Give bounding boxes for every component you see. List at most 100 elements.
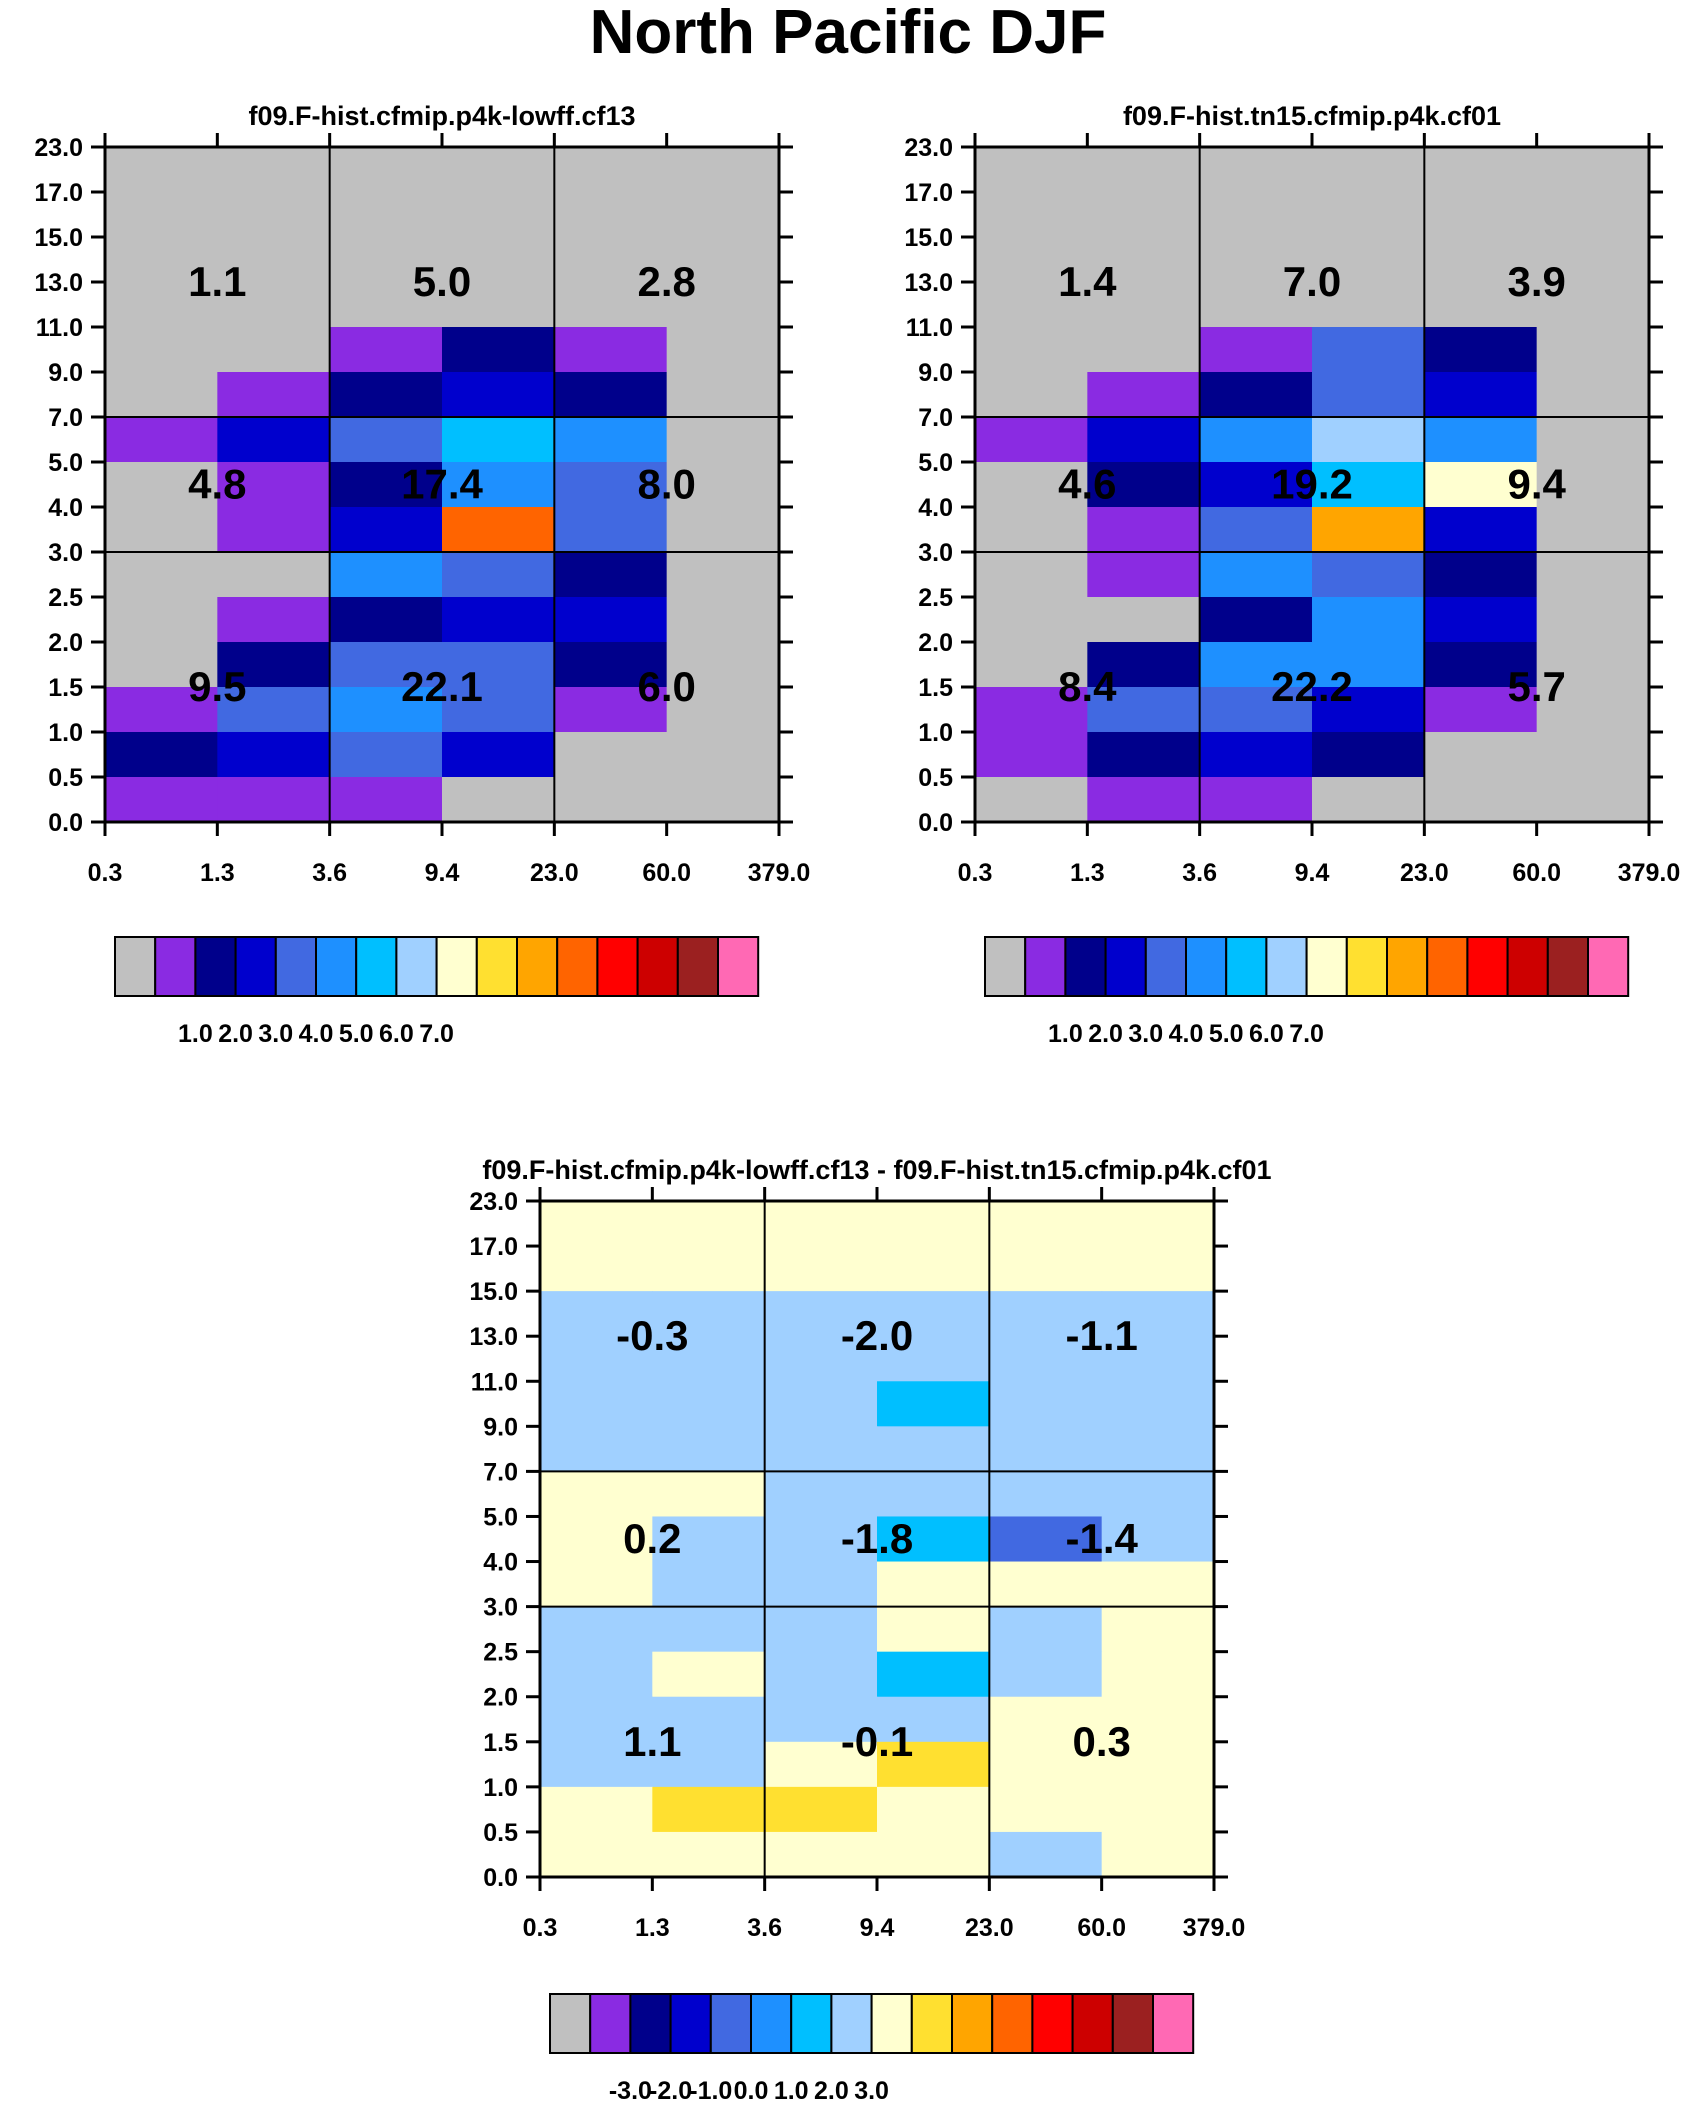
heatmap-cell xyxy=(652,1831,766,1878)
y-tick-label: 11.0 xyxy=(906,314,953,342)
heatmap-cell xyxy=(1199,642,1313,688)
heatmap-cell xyxy=(666,237,780,283)
heatmap-cell xyxy=(764,1516,878,1563)
heatmap-cell xyxy=(666,417,780,463)
heatmap-cell xyxy=(1424,192,1538,238)
heatmap-cell xyxy=(1424,327,1538,373)
heatmap-cell xyxy=(1199,732,1313,778)
heatmap-cell xyxy=(442,507,555,553)
x-tick-label: 379.0 xyxy=(1183,1914,1246,1942)
heatmap-cell xyxy=(989,1741,1103,1788)
heatmap-cell xyxy=(1199,147,1313,193)
colorbar-swatch xyxy=(717,936,760,997)
heatmap-cell xyxy=(1087,732,1201,778)
heatmap-cell xyxy=(540,1606,653,1653)
heatmap-cell xyxy=(540,1786,653,1833)
heatmap-cell xyxy=(1312,732,1425,778)
colorbar-swatch xyxy=(516,936,559,997)
region-sum-label: 4.8 xyxy=(188,461,246,508)
colorbar-swatch xyxy=(1064,936,1107,997)
colorbar-swatch xyxy=(1104,936,1147,997)
heatmap-cell xyxy=(1199,552,1313,598)
heatmap-cell xyxy=(975,552,1088,598)
heatmap-cell xyxy=(652,1471,766,1518)
heatmap-cell xyxy=(1312,462,1425,508)
heatmap-cell xyxy=(1199,417,1313,463)
colorbar-swatch xyxy=(234,936,277,997)
heatmap-cell xyxy=(989,1471,1103,1518)
colorbar-swatch xyxy=(991,1993,1034,2054)
heatmap-cell xyxy=(877,1291,990,1337)
heatmap-cell xyxy=(1536,687,1650,733)
heatmap-cell xyxy=(666,147,780,193)
heatmap-cell xyxy=(989,1516,1103,1563)
heatmap-cell xyxy=(1312,327,1425,373)
heatmap-cell xyxy=(540,1201,653,1247)
region-sum-label: 0.3 xyxy=(1072,1718,1130,1765)
colorbar-swatch xyxy=(1111,1993,1155,2054)
heatmap-cell xyxy=(554,687,668,733)
heatmap-cell xyxy=(105,462,218,508)
heatmap-cell xyxy=(652,1516,766,1563)
colorbar-swatch xyxy=(1506,936,1549,997)
x-tick-label: 9.4 xyxy=(860,1914,895,1942)
heatmap-cell xyxy=(666,327,780,373)
colorbar-swatch xyxy=(1152,1993,1195,2054)
region-sum-label: 8.4 xyxy=(1058,663,1117,710)
heatmap-cell xyxy=(217,507,331,553)
colorbar-swatch xyxy=(984,936,1027,997)
heatmap-cell xyxy=(1424,642,1538,688)
y-tick-label: 7.0 xyxy=(483,1458,518,1486)
heatmap-cell xyxy=(1199,327,1313,373)
heatmap-cell xyxy=(329,462,443,508)
heatmap-cell xyxy=(1424,507,1538,553)
heatmap-cell xyxy=(217,327,331,373)
heatmap-cell xyxy=(975,372,1088,418)
colorbar-label: 6.0 xyxy=(1249,1020,1284,1048)
heatmap-cell xyxy=(1536,462,1650,508)
y-tick-label: 17.0 xyxy=(34,179,83,207)
heatmap-cell xyxy=(105,732,218,778)
heatmap-cell xyxy=(1101,1426,1215,1472)
x-tick-label: 9.4 xyxy=(425,859,460,887)
heatmap-cell xyxy=(105,417,218,463)
heatmap-cell xyxy=(975,597,1088,643)
heatmap-cell xyxy=(1536,327,1650,373)
y-tick-label: 4.0 xyxy=(48,494,83,522)
chart-panel-2: f09.F-hist.tn15.cfmip.p4k.cf01 0.3 1.3 3.6 9… xyxy=(904,101,1680,1048)
heatmap-cell xyxy=(652,1381,766,1427)
y-tick-label: 3.0 xyxy=(483,1594,518,1622)
heatmap-cell xyxy=(1536,552,1650,598)
region-sum-label: -1.8 xyxy=(841,1515,913,1562)
heatmap-cell xyxy=(540,1471,653,1518)
y-tick-label: 3.0 xyxy=(918,539,953,567)
x-tick-label: 23.0 xyxy=(1400,859,1449,887)
heatmap-cell xyxy=(666,777,780,823)
heatmap-cell xyxy=(1101,1246,1215,1292)
heatmap-cell xyxy=(540,1651,653,1698)
region-sum-label: 9.4 xyxy=(1507,461,1566,508)
heatmap-cell xyxy=(1424,552,1538,598)
heatmap-cell xyxy=(329,327,443,373)
heatmap-cell xyxy=(1312,237,1425,283)
heatmap-cell xyxy=(217,642,331,688)
heatmap-cell xyxy=(329,417,443,463)
heatmap-cell xyxy=(666,597,780,643)
heatmap-cell xyxy=(554,642,668,688)
x-tick-label: 1.3 xyxy=(200,859,235,887)
heatmap-cell xyxy=(554,417,668,463)
heatmap-cell xyxy=(442,777,555,823)
heatmap-cell xyxy=(989,1696,1103,1743)
heatmap-cell xyxy=(442,327,555,373)
heatmap-cell xyxy=(877,1651,990,1698)
x-tick-label: 3.6 xyxy=(1182,859,1217,887)
heatmap-cells xyxy=(975,147,1650,823)
colorbar-swatch xyxy=(1386,936,1429,997)
heatmap-cell xyxy=(877,1201,990,1247)
heatmap-cell xyxy=(764,1381,878,1427)
region-sum-label: 5.7 xyxy=(1507,663,1565,710)
heatmap-cell xyxy=(652,1246,766,1292)
y-tick-label: 4.0 xyxy=(918,494,953,522)
heatmap-cell xyxy=(540,1246,653,1292)
heatmap-cell xyxy=(764,1201,878,1247)
